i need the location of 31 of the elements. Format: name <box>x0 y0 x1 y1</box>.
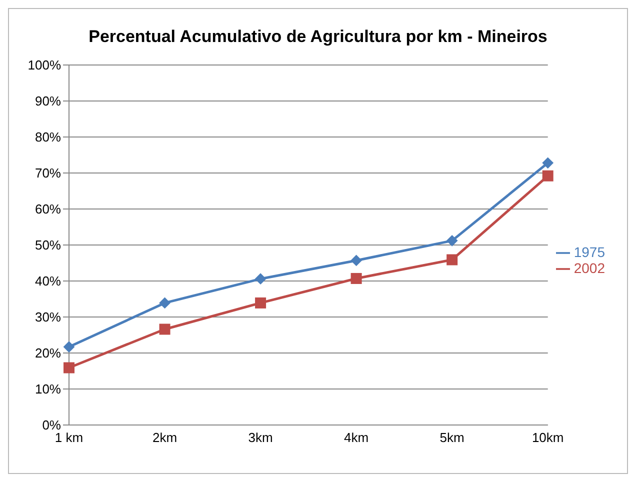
y-tick-label: 40% <box>34 274 62 289</box>
y-tick-label: 100% <box>28 58 62 73</box>
x-tick-label: 4km <box>344 430 369 446</box>
legend-label: 1975 <box>574 244 605 260</box>
y-tick-label: 70% <box>34 166 62 181</box>
point <box>542 157 554 168</box>
point <box>542 170 554 182</box>
y-tick-label: 60% <box>34 202 62 217</box>
y-tick-label: 0% <box>42 418 62 433</box>
legend-label: 2002 <box>574 260 605 276</box>
point <box>350 272 362 284</box>
x-tick-label: 3km <box>248 430 273 446</box>
point <box>255 273 266 284</box>
point <box>350 254 362 266</box>
y-tick-label: 10% <box>34 382 62 397</box>
point <box>446 254 458 266</box>
point <box>446 235 458 246</box>
point <box>255 297 266 308</box>
x-tick-label: 5km <box>440 430 464 446</box>
point <box>159 297 170 308</box>
chart-title: Percentual Acumulativo de Agricultura por km - Mineiros <box>88 27 548 48</box>
point <box>64 362 74 374</box>
y-tick-label: 30% <box>34 310 62 325</box>
point <box>159 324 170 335</box>
y-tick-label: 20% <box>34 346 62 361</box>
y-tick-label: 90% <box>34 94 62 109</box>
y-tick-label: 50% <box>34 238 62 253</box>
x-tick-label: 1 km <box>54 430 84 446</box>
x-tick-label: 10km <box>532 430 564 446</box>
y-tick-label: 80% <box>34 130 62 145</box>
x-tick-label: 2km <box>152 430 178 446</box>
